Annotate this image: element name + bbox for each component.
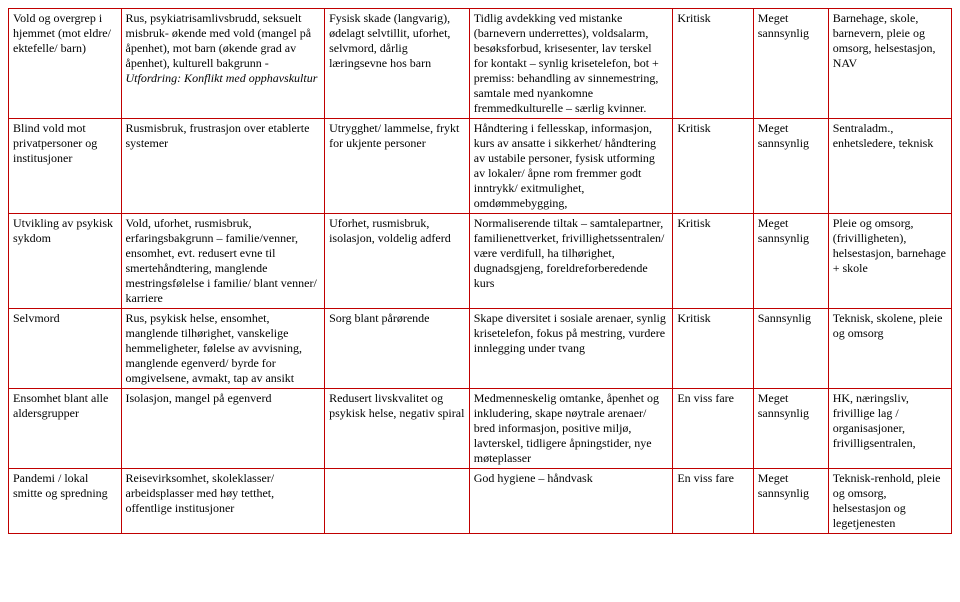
cell-c6: Meget sannsynlig <box>753 119 828 214</box>
cell-c1: Ensomhet blant alle aldersgrupper <box>9 389 122 469</box>
cell-c2: Isolasjon, mangel på egenverd <box>121 389 325 469</box>
italic-segment: Utfordring: Konflikt med opphavskultur <box>126 71 318 85</box>
table-row: Ensomhet blant alle aldersgrupperIsolasj… <box>9 389 952 469</box>
cell-c5: Kritisk <box>673 9 753 119</box>
cell-c3: Uforhet, rusmisbruk, isolasjon, voldelig… <box>325 214 470 309</box>
cell-c4: Håndtering i fellesskap, informasjon, ku… <box>469 119 673 214</box>
cell-c2: Vold, uforhet, rusmisbruk, erfaringsbakg… <box>121 214 325 309</box>
table-row: Utvikling av psykisk sykdomVold, uforhet… <box>9 214 952 309</box>
cell-c2: Rus, psykisk helse, ensomhet, manglende … <box>121 309 325 389</box>
cell-c6: Meget sannsynlig <box>753 389 828 469</box>
cell-c2: Rus, psykiatrisamlivsbrudd, seksuelt mis… <box>121 9 325 119</box>
cell-c2: Rusmisbruk, frustrasjon over etablerte s… <box>121 119 325 214</box>
cell-c7: Pleie og omsorg, (frivilligheten), helse… <box>828 214 951 309</box>
cell-c1: Utvikling av psykisk sykdom <box>9 214 122 309</box>
cell-c3: Redusert livskvalitet og psykisk helse, … <box>325 389 470 469</box>
cell-c2: Reisevirksomhet, skoleklasser/ arbeidspl… <box>121 469 325 534</box>
cell-c3 <box>325 469 470 534</box>
cell-c3: Utrygghet/ lammelse, frykt for ukjente p… <box>325 119 470 214</box>
table-row: Vold og overgrep i hjemmet (mot eldre/ e… <box>9 9 952 119</box>
cell-c7: Barnehage, skole, barnevern, pleie og om… <box>828 9 951 119</box>
cell-c7: Teknisk, skolene, pleie og omsorg <box>828 309 951 389</box>
cell-c4: Normaliserende tiltak – samtalepartner, … <box>469 214 673 309</box>
cell-c4: Tidlig avdekking ved mistanke (barnevern… <box>469 9 673 119</box>
cell-c3: Sorg blant pårørende <box>325 309 470 389</box>
cell-c6: Meget sannsynlig <box>753 9 828 119</box>
cell-c5: En viss fare <box>673 389 753 469</box>
cell-c4: God hygiene – håndvask <box>469 469 673 534</box>
cell-c5: En viss fare <box>673 469 753 534</box>
risk-table: Vold og overgrep i hjemmet (mot eldre/ e… <box>8 8 952 534</box>
cell-c6: Meget sannsynlig <box>753 214 828 309</box>
cell-c7: Teknisk-renhold, pleie og omsorg, helses… <box>828 469 951 534</box>
cell-c1: Vold og overgrep i hjemmet (mot eldre/ e… <box>9 9 122 119</box>
cell-c4: Skape diversitet i sosiale arenaer, synl… <box>469 309 673 389</box>
cell-c6: Sannsynlig <box>753 309 828 389</box>
cell-c7: Sentraladm., enhetsledere, teknisk <box>828 119 951 214</box>
cell-c3: Fysisk skade (langvarig), ødelagt selvti… <box>325 9 470 119</box>
table-row: SelvmordRus, psykisk helse, ensomhet, ma… <box>9 309 952 389</box>
cell-c7: HK, næringsliv, frivillige lag / organis… <box>828 389 951 469</box>
cell-c4: Medmenneskelig omtanke, åpenhet og inklu… <box>469 389 673 469</box>
cell-c5: Kritisk <box>673 119 753 214</box>
cell-c1: Pandemi / lokal smitte og spredning <box>9 469 122 534</box>
cell-c1: Selvmord <box>9 309 122 389</box>
table-row: Pandemi / lokal smitte og spredningReise… <box>9 469 952 534</box>
cell-c5: Kritisk <box>673 309 753 389</box>
cell-c6: Meget sannsynlig <box>753 469 828 534</box>
table-row: Blind vold mot privatpersoner og institu… <box>9 119 952 214</box>
cell-c1: Blind vold mot privatpersoner og institu… <box>9 119 122 214</box>
cell-c5: Kritisk <box>673 214 753 309</box>
